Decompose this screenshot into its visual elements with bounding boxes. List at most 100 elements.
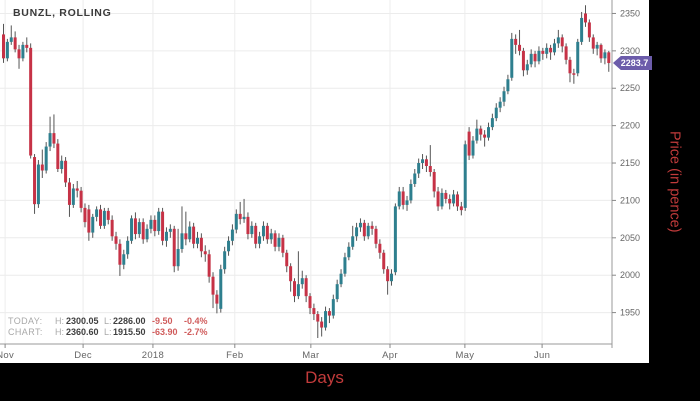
candle-body [87,209,91,233]
today-high-label: H: [55,316,64,326]
y-tick-label: 2250 [620,83,640,93]
candle-body [358,222,362,228]
candle-body [320,321,324,328]
candle-body [452,194,456,204]
y-tick-label: 1950 [620,308,640,318]
candle-body [52,133,56,144]
candle-body [242,216,246,220]
candle-body [521,50,525,71]
candle-body [304,278,308,297]
candle-body [285,252,289,267]
candle-body [599,44,603,59]
candle-body [510,38,514,78]
candle-body [316,314,320,322]
candle-body [568,59,572,74]
candle-body [533,53,537,62]
candle-body [91,216,95,233]
candle-body [106,210,110,220]
candle-body [36,164,40,205]
candle-body [506,79,510,92]
candle-body [29,47,33,156]
candle-body [277,237,281,247]
candle-body [56,143,60,170]
candle-body [25,44,29,48]
y-tick-label: 2150 [620,158,640,168]
candle-body [413,173,417,184]
candle-body [250,225,254,235]
candle-body [331,299,335,316]
candle-body [293,281,296,297]
candle-body [564,46,568,60]
candle-body [13,37,17,50]
candle-body [137,222,141,235]
candle-body [60,160,64,170]
candle-body [432,172,436,192]
candle-body [351,236,355,247]
candle-body [153,219,157,232]
candle-body [261,225,265,237]
candle-body [475,128,479,141]
y-tick-label: 2300 [620,46,640,56]
last-price-badge: 2283.7 [613,56,652,70]
candle-body [269,233,273,240]
candle-body [343,257,347,274]
candle-body [502,91,506,102]
candle-body [362,222,366,237]
chart-panel: 2350 2300 2250 2200 2150 2100 2050 2000 1950 Nov D… [0,0,652,363]
candle-body [2,34,5,59]
candle-body [463,144,467,208]
candle-body [130,218,134,241]
candle-body [572,73,576,75]
candle-body [273,233,277,247]
candle-body [382,252,386,270]
candle-body [300,278,304,285]
candle-body [172,228,176,267]
candle-body [258,236,262,244]
candle-body [75,188,79,191]
candle-body [324,311,328,328]
today-change-pct: -0.4% [184,316,208,326]
candle-body [390,273,393,282]
candle-body [455,194,459,207]
stats-block: TODAY: H: 2300.05 L: 2286.00 -9.50 -0.4%… [0,316,230,338]
y-axis-title: Price (in pence) [666,130,683,233]
candle-body [281,237,285,253]
candle-body [164,231,168,241]
candle-body [296,284,300,297]
candle-body [424,159,428,167]
candle-body [199,237,203,252]
candle-body [102,210,106,226]
candle-body [607,52,611,64]
candle-body [335,284,339,300]
chart-label: CHART: [8,327,43,337]
candle-body [289,266,293,282]
candle-body [405,200,409,205]
price-chart[interactable]: 2350 2300 2250 2200 2150 2100 2050 2000 1950 Nov D… [0,0,649,363]
y-tick-label: 2350 [620,8,640,18]
candle-body [40,164,44,171]
candle-body [386,269,390,282]
candle-body [176,249,180,267]
candle-body [110,219,114,237]
candle-body [223,251,227,270]
candle-body [529,53,533,65]
candle-body [327,311,331,316]
candle-body [114,236,118,244]
candle-body [227,240,231,252]
candle-body [428,166,432,172]
x-tick-label: May [455,350,474,361]
candle-body [560,37,564,47]
candle-body [436,191,440,207]
candle-body [207,254,211,277]
candle-body [9,37,13,42]
chart-change-pct: -2.7% [184,327,208,337]
candle-body [71,188,75,205]
candle-body [459,206,463,211]
candle-body [587,22,591,38]
candle-body [188,226,192,240]
candle-body [494,107,498,119]
candle-body [409,183,413,201]
candle-body [490,118,494,128]
today-change: -9.50 [152,316,173,326]
